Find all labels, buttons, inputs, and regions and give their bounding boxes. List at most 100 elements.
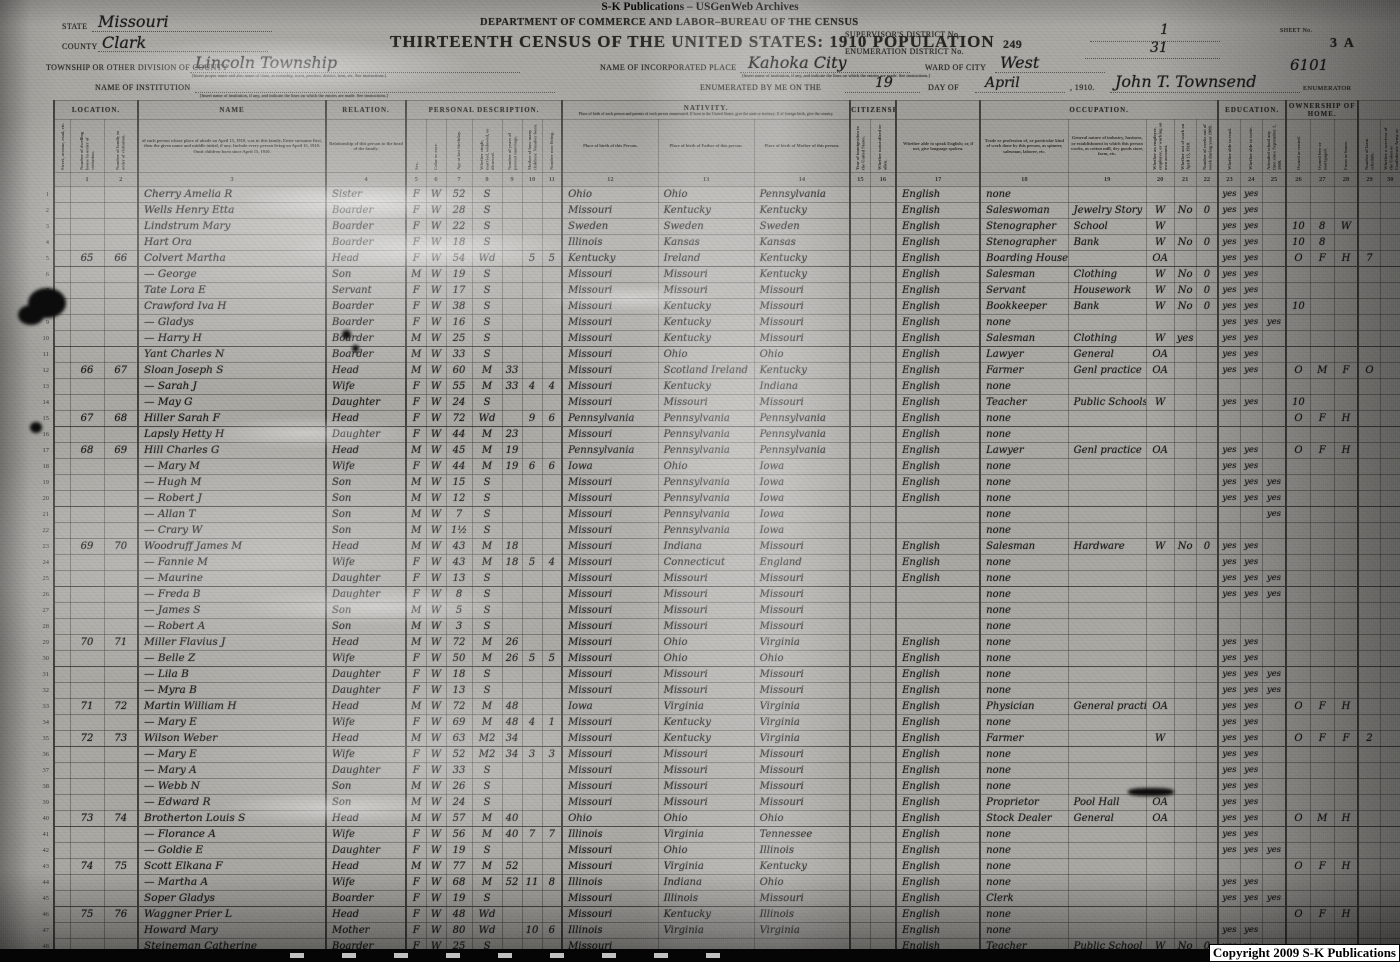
cell-c23: yes	[1217, 266, 1241, 283]
cell-trade: Stenographer	[979, 218, 1069, 235]
cell-mb: England	[753, 554, 852, 571]
cell-ind	[1067, 474, 1147, 491]
cell-eng: English	[895, 298, 982, 315]
cell-street	[53, 586, 71, 603]
column-header-cl: Number now living.	[541, 119, 564, 173]
cell-pb: Missouri	[561, 490, 659, 507]
cell-rel: Daughter	[325, 666, 408, 683]
cell-trade: none	[979, 410, 1069, 427]
cell-trade: Lawyer	[979, 346, 1069, 363]
cell-trade: Farmer	[979, 362, 1069, 379]
cell-yrs: 52	[501, 874, 523, 891]
cell-c30	[1379, 906, 1400, 923]
cell-dw	[69, 602, 105, 619]
cell-cl	[541, 266, 564, 283]
cell-dw: 74	[69, 858, 105, 875]
cell-c22: 0	[1195, 282, 1220, 299]
cell-trade: none	[979, 634, 1069, 651]
cell-c30	[1379, 570, 1400, 587]
cell-col: W	[425, 618, 447, 635]
column-number-ind: 19	[1067, 172, 1147, 187]
cell-fam: 76	[103, 906, 140, 923]
cell-c23: yes	[1217, 250, 1241, 267]
cell-dw: 68	[69, 442, 105, 459]
cell-dw	[69, 266, 105, 283]
column-number-c28: 28	[1333, 172, 1360, 187]
cell-street	[53, 650, 71, 667]
cell-c24: yes	[1239, 266, 1263, 283]
cell-c20	[1145, 474, 1175, 491]
cell-c22	[1195, 698, 1220, 715]
cell-mb: Missouri	[753, 890, 852, 907]
cell-yrs: 33	[501, 362, 523, 379]
cell-eng: English	[895, 378, 982, 395]
cell-street	[53, 506, 71, 523]
cell-yrs	[501, 586, 523, 603]
cell-c24: yes	[1239, 442, 1263, 459]
cell-c15	[849, 506, 871, 523]
cell-pb: Missouri	[561, 602, 659, 619]
cell-fb: Illinois	[657, 890, 755, 907]
cell-sex: F	[405, 666, 427, 683]
cell-ind: Genl practice	[1067, 362, 1147, 379]
cell-c27: F	[1309, 250, 1335, 267]
cell-col: W	[425, 234, 447, 251]
cell-age: 26	[445, 778, 473, 795]
cell-ind	[1067, 186, 1147, 203]
cell-yrs: 19	[501, 458, 523, 475]
column-number-rel: 4	[325, 172, 408, 187]
cell-c23: yes	[1217, 730, 1241, 747]
cell-mar: S	[471, 474, 503, 491]
cell-c23: yes	[1217, 234, 1241, 251]
cell-eng: English	[895, 202, 982, 219]
cell-street	[53, 186, 71, 203]
cell-c25	[1261, 234, 1288, 251]
cell-c20	[1145, 682, 1175, 699]
cell-cb	[521, 906, 543, 923]
cell-dw	[69, 874, 105, 891]
cell-c29	[1357, 650, 1381, 667]
cell-c20	[1145, 506, 1175, 523]
cell-fb: Kentucky	[657, 730, 755, 747]
cell-c26	[1285, 266, 1311, 283]
cell-c22	[1195, 490, 1220, 507]
sheet-value: 3 A	[1330, 36, 1356, 51]
cell-c27: F	[1309, 730, 1335, 747]
column-number-cl: 11	[541, 172, 564, 187]
cell-c26	[1285, 474, 1311, 491]
cell-ind	[1067, 826, 1147, 843]
cell-fam: 70	[103, 538, 140, 555]
cell-street	[53, 666, 71, 683]
column-number-age: 7	[445, 172, 473, 187]
cell-eng: English	[895, 874, 982, 891]
cell-c29	[1357, 218, 1381, 235]
cell-col: W	[425, 474, 447, 491]
cell-fam	[103, 682, 140, 699]
cell-pb: Missouri	[561, 346, 659, 363]
cell-pb: Missouri	[561, 298, 659, 315]
cell-fb: Missouri	[657, 682, 755, 699]
cell-ind: Clothing	[1067, 330, 1147, 347]
cell-c27	[1309, 346, 1335, 363]
table-row: 20— Robert J Son M W 12 S Missouri Pennsylvania…	[28, 490, 1400, 507]
cell-mb: Iowa	[753, 506, 852, 523]
cell-sex: F	[405, 298, 427, 315]
cell-c15	[849, 826, 871, 843]
table-row: 28— Robert A Son M W 3 S Missouri Missouri Misso…	[28, 618, 1400, 635]
column-header-c28: Farm or house.	[1333, 119, 1360, 173]
cell-c21	[1173, 586, 1197, 603]
cell-fam	[103, 826, 140, 843]
cell-c26	[1285, 682, 1311, 699]
cell-c30	[1379, 698, 1400, 715]
cell-fam	[103, 202, 140, 219]
cell-c29	[1357, 522, 1381, 539]
cell-cl	[541, 186, 564, 203]
cell-c23: yes	[1217, 874, 1241, 891]
cell-dw: 73	[69, 810, 105, 827]
cell-c29	[1357, 442, 1381, 459]
cell-c16	[869, 602, 898, 619]
table-row: 25— Maurine Daughter F W 13 S Missouri Missouri…	[28, 570, 1400, 587]
cell-eng: English	[895, 890, 982, 907]
cell-c20: W	[1145, 394, 1175, 411]
cell-n: 38	[42, 783, 50, 790]
